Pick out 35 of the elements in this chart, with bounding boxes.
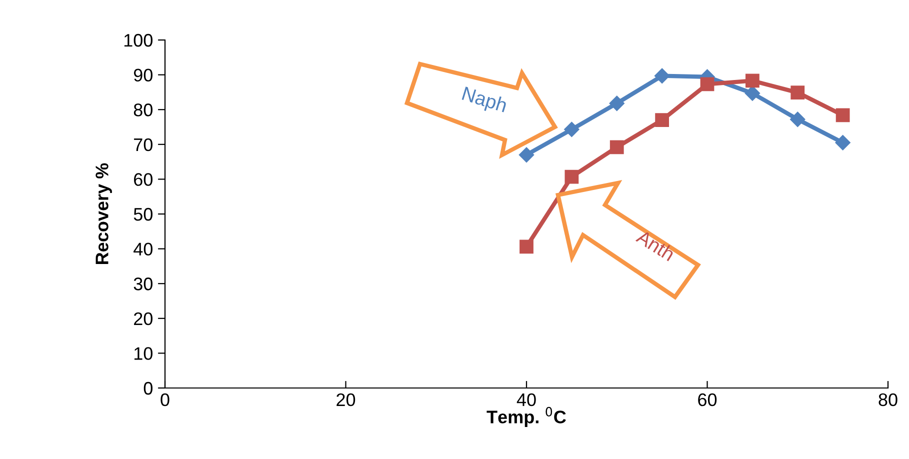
y-tick-label: 50 [134,208,152,221]
x-tick-label: 40 [516,393,536,406]
y-tick-label: 20 [134,312,152,326]
point [744,86,760,101]
point [835,135,850,150]
point [745,74,760,88]
y-tick-label: 30 [134,278,152,290]
point [790,86,805,100]
y-tick-label: 40 [134,242,152,256]
y-tick-label: 70 [134,138,152,152]
x-tick-label: 20 [336,393,356,406]
point [610,140,624,154]
y-tick-label: 0 [144,382,152,395]
y-tick-label: 10 [134,347,152,360]
y-axis-title: Recovery % [96,163,112,264]
point [520,240,534,254]
text: Anth [635,228,676,262]
point [790,112,806,127]
point [700,77,714,92]
x-tick-label: 60 [698,393,717,406]
text: Naph [460,86,508,116]
point [654,68,670,84]
point [836,108,850,122]
point [655,113,670,127]
x-tick-label: 0 [160,393,170,406]
point [564,170,579,184]
x-tick-label: 80 [878,393,898,406]
point [518,147,534,162]
y-tick-label: 100 [124,34,152,47]
y-tick-label: 80 [134,104,152,116]
x-axis-title: Temp. $^{0}$C [486,406,566,427]
point [609,96,624,111]
y-tick-label: 90 [134,68,152,82]
y-tick-label: 60 [134,173,152,186]
point [564,122,580,138]
